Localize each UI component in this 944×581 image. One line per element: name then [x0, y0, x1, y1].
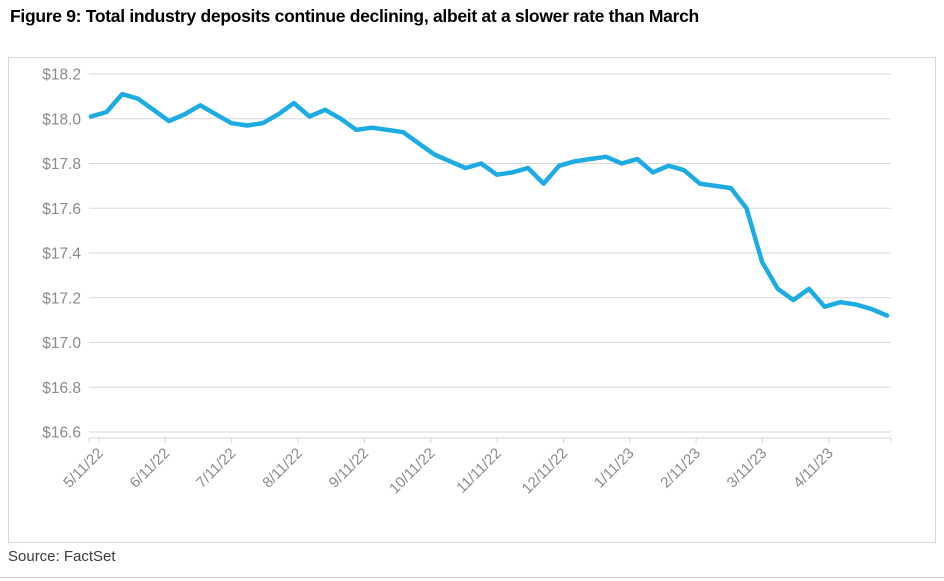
y-axis-tick-label: $16.6 [42, 425, 81, 442]
x-axis-tick-label: 3/11/23 [724, 445, 771, 492]
x-axis-tick-label: 10/11/22 [386, 445, 439, 498]
y-axis-tick-label: $16.8 [42, 380, 81, 397]
x-axis-tick-label: 7/11/22 [193, 445, 240, 492]
x-axis-tick-label: 6/11/22 [127, 445, 174, 492]
deposits-line [88, 91, 890, 318]
chart-container: $18.2 $18.0 $17.8 $17.6 $17.4 $17.2 $17.0 $16.8… [8, 57, 936, 543]
bottom-divider [0, 577, 944, 578]
x-axis-tick-label: 1/11/23 [591, 445, 638, 492]
y-axis-tick-label: $17.0 [42, 335, 81, 352]
y-axis-tick-label: $17.6 [42, 201, 81, 218]
y-axis-tick-label: $17.2 [42, 290, 81, 307]
y-axis-tick-label: $17.4 [42, 246, 81, 263]
y-axis-tick-label: $17.8 [42, 156, 81, 173]
x-axis-tick-label: 2/11/23 [657, 445, 704, 492]
y-axis-tick-label: $18.0 [42, 111, 81, 128]
x-axis-tick-label: 9/11/22 [326, 445, 373, 492]
x-axis-tick-label: 8/11/22 [259, 445, 306, 492]
x-axis-tick-label: 4/11/23 [790, 445, 837, 492]
x-axis-tick-label: 5/11/22 [60, 445, 107, 492]
figure-title: Figure 9: Total industry deposits contin… [10, 6, 699, 26]
x-axis-tick-label: 12/11/22 [519, 445, 572, 498]
deposits-line-chart: $18.2 $18.0 $17.8 $17.6 $17.4 $17.2 $17.0 $16.8… [42, 67, 892, 498]
y-axis-tick-label: $18.2 [42, 67, 81, 84]
x-axis-tick-label: 11/11/22 [453, 445, 505, 497]
source-caption: Source: FactSet [8, 548, 116, 565]
